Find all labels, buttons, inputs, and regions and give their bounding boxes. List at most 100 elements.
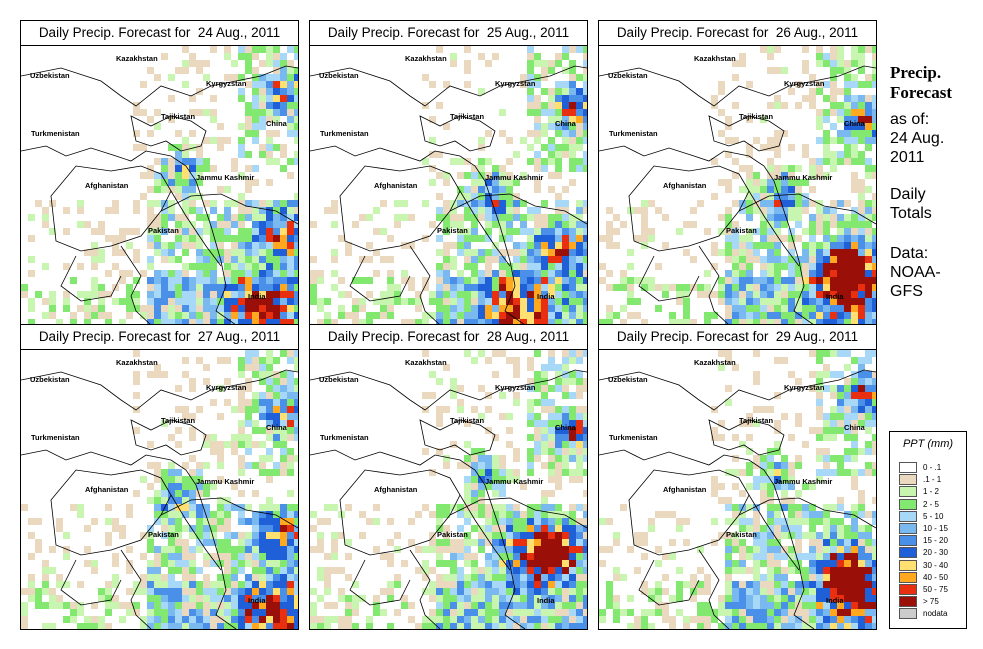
precip-cell [562,511,569,518]
precip-cell [464,476,471,483]
precip-cell [203,511,210,518]
precip-cell [280,270,287,277]
precip-cell [830,95,837,102]
precip-cell [436,193,443,200]
precip-cell [562,95,569,102]
precip-cell [140,588,147,595]
precip-cell [231,256,238,263]
precip-cell [583,305,587,312]
precip-cell [98,312,105,319]
precip-cell [837,263,844,270]
precip-cell [555,158,562,165]
precip-cell [823,420,830,427]
precip-cell [851,413,858,420]
precip-cell [140,270,147,277]
precip-cell [837,151,844,158]
precip-cell [760,602,767,609]
precip-cell [746,504,753,511]
precip-cell [366,214,373,221]
precip-cell [562,350,569,357]
precip-cell [189,413,196,420]
precip-cell [245,539,252,546]
precip-cell [858,319,865,325]
precip-cell [725,207,732,214]
precip-cell [844,319,851,325]
precip-cell [858,256,865,263]
precip-cell [287,123,294,130]
precip-cell [548,420,555,427]
precip-cell [583,518,587,525]
precip-cell [266,151,273,158]
precip-cell [851,235,858,242]
precip-cell [788,186,795,193]
precip-cell [280,319,287,325]
precip-cell [520,511,527,518]
precip-cell [569,46,576,53]
border-line [773,180,815,325]
precip-cell [569,574,576,581]
precip-cell [231,298,238,305]
precip-cell [422,616,429,623]
precip-cell [583,312,587,319]
precip-cell [802,441,809,448]
precip-cell [161,553,168,560]
precip-cell [506,616,513,623]
precip-cell [443,364,450,371]
precip-cell [266,284,273,291]
precip-cell [760,574,767,581]
precip-cell [436,504,443,511]
precip-cell [175,284,182,291]
precip-cell [287,567,294,574]
precip-cell [830,602,837,609]
precip-cell [280,228,287,235]
precip-cell [627,609,634,616]
precip-cell [534,399,541,406]
precip-cell [238,151,245,158]
precip-cell [555,609,562,616]
precip-cell [858,95,865,102]
precip-cell [858,270,865,277]
precip-cell [224,319,231,325]
precip-cell [259,284,266,291]
precip-cell [231,214,238,221]
precip-cell [189,581,196,588]
precip-cell [576,371,583,378]
precip-cell [851,511,858,518]
precip-cell [865,291,872,298]
precip-cell [816,357,823,364]
precip-cell [485,256,492,263]
precip-cell [245,553,252,560]
precip-cell [182,504,189,511]
precip-cell [175,595,182,602]
precip-cell [196,109,203,116]
precip-cell [520,228,527,235]
precip-cell [767,214,774,221]
precip-cell [310,221,317,228]
precip-cell [280,420,287,427]
precip-cell [767,511,774,518]
precip-cell [732,284,739,291]
precip-cell [697,609,704,616]
precip-cell [238,364,245,371]
map-country-label: India [248,596,266,605]
precip-cell [583,249,587,256]
precip-cell [809,525,816,532]
precip-cell [739,441,746,448]
precip-cell [182,200,189,207]
precip-cell [711,249,718,256]
title-line: Forecast [890,83,952,102]
precip-cell [436,511,443,518]
precip-cell [555,214,562,221]
precip-cell [91,305,98,312]
precip-cell [499,539,506,546]
precip-cell [872,165,876,172]
precip-cell [450,298,457,305]
precip-cell [569,242,576,249]
precip-cell [133,350,140,357]
precip-cell [259,364,266,371]
precip-cell [429,539,436,546]
precip-cell [112,602,119,609]
precip-cell [746,242,753,249]
precip-cell [485,469,492,476]
precip-cell [408,284,415,291]
